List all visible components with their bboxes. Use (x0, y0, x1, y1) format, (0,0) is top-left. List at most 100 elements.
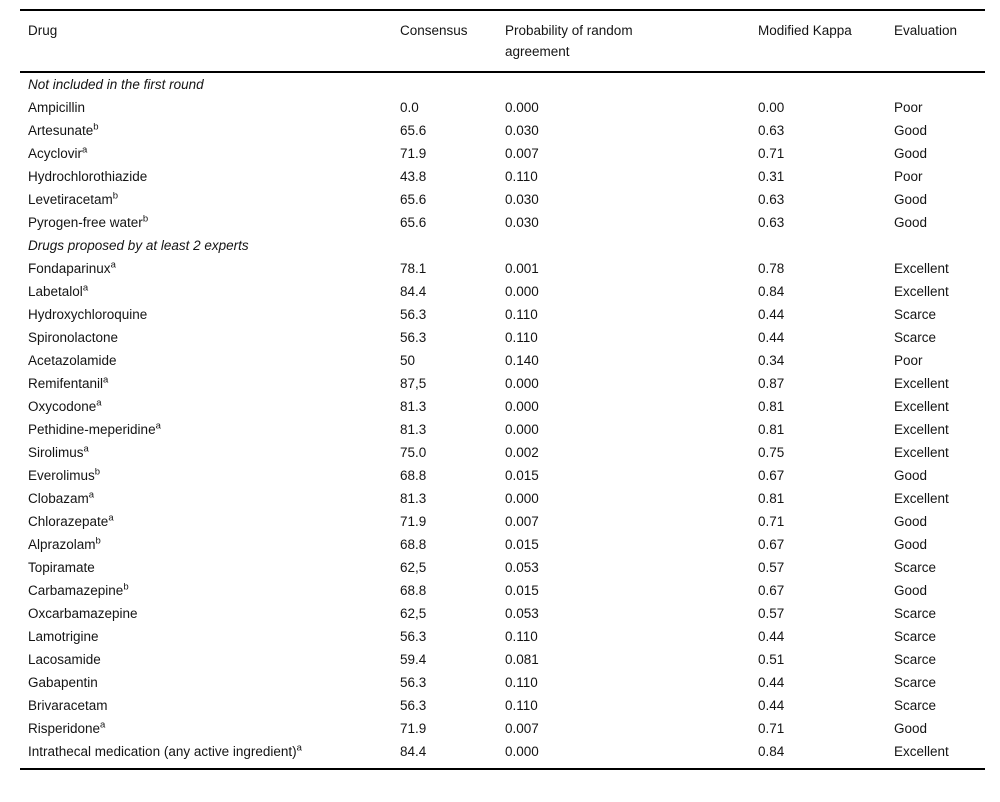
drug-cell: Risperidonea (20, 717, 392, 740)
table-row: Hydrochlorothiazide 43.8 0.110 0.31 Poor (20, 165, 985, 188)
evaluation-cell: Good (894, 583, 928, 598)
table-row: Topiramate 62,5 0.053 0.57 Scarce (20, 556, 985, 579)
drug-name-text: Labetalol (28, 284, 83, 299)
drug-name-text: Artesunate (28, 123, 94, 138)
table-row: Chlorazepatea 71.9 0.007 0.71 Good (20, 510, 985, 533)
footnote-marker: a (103, 374, 109, 386)
consensus-cell: 81.3 (400, 399, 427, 414)
consensus-cell: 62,5 (400, 560, 427, 575)
drug-name-text: Oxcarbamazepine (28, 606, 138, 621)
header-row: Drug Consensus Probability of random agr… (20, 10, 985, 73)
probability-cell: 0.000 (505, 100, 539, 115)
probability-cell: 0.001 (505, 261, 539, 276)
evaluation-cell: Excellent (894, 422, 949, 437)
consensus-cell: 59.4 (400, 652, 427, 667)
drug-name-text: Alprazolam (28, 537, 96, 552)
paper-table-page: Drug Consensus Probability of random agr… (20, 9, 985, 770)
consensus-cell: 68.8 (400, 583, 427, 598)
drug-name-text: Risperidone (28, 721, 101, 736)
drug-name: Artesunateb (28, 119, 99, 142)
probability-cell: 0.030 (505, 215, 539, 230)
probability-cell: 0.081 (505, 652, 539, 667)
kappa-cell: 0.00 (758, 100, 785, 115)
drug-cell: Chlorazepatea (20, 510, 392, 533)
consensus-cell: 56.3 (400, 307, 427, 322)
kappa-cell: 0.44 (758, 629, 785, 644)
probability-cell: 0.015 (505, 468, 539, 483)
column-header-probability: Probability of random agreement (497, 10, 750, 73)
footnote-marker: b (112, 190, 119, 202)
drug-name: Gabapentin (28, 671, 98, 694)
drug-name: Everolimusb (28, 464, 100, 487)
evaluation-cell: Scarce (894, 698, 937, 713)
kappa-cell: 0.44 (758, 330, 785, 345)
kappa-cell: 0.87 (758, 376, 785, 391)
kappa-cell: 0.81 (758, 399, 785, 414)
probability-cell: 0.007 (505, 721, 539, 736)
consensus-cell: 84.4 (400, 744, 427, 759)
consensus-cell: 56.3 (400, 330, 427, 345)
drug-cell: Oxcarbamazepine (20, 602, 392, 625)
drug-name: Acyclovira (28, 142, 87, 165)
footnote-marker: a (88, 489, 95, 501)
consensus-cell: 71.9 (400, 721, 427, 736)
consensus-cell: 78.1 (400, 261, 427, 276)
drug-cell: Acyclovira (20, 142, 392, 165)
kappa-cell: 0.67 (758, 583, 785, 598)
table-row: Risperidonea 71.9 0.007 0.71 Good (20, 717, 985, 740)
evaluation-cell: Poor (894, 353, 923, 368)
evaluation-cell: Good (894, 514, 928, 529)
evaluation-cell: Good (894, 215, 928, 230)
drug-name-text: Hydrochlorothiazide (28, 169, 148, 184)
drug-name-text: Acyclovir (28, 146, 83, 161)
consensus-cell: 43.8 (400, 169, 427, 184)
drug-cell: Intrathecal medication (any active ingre… (20, 740, 392, 769)
drug-name-text: Spironolactone (28, 330, 119, 345)
evaluation-cell: Scarce (894, 606, 937, 621)
table-row: Pyrogen-free waterb 65.6 0.030 0.63 Good (20, 211, 985, 234)
evaluation-cell: Good (894, 468, 928, 483)
kappa-cell: 0.51 (758, 652, 785, 667)
drug-name: Topiramate (28, 556, 95, 579)
consensus-cell: 75.0 (400, 445, 427, 460)
probability-cell: 0.002 (505, 445, 539, 460)
drug-cell: Oxycodonea (20, 395, 392, 418)
section-header-row: Drugs proposed by at least 2 experts (20, 234, 985, 257)
drug-cell: Spironolactone (20, 326, 392, 349)
kappa-cell: 0.84 (758, 284, 785, 299)
drug-name: Hydroxychloroquine (28, 303, 147, 326)
section-header-row: Not included in the first round (20, 72, 985, 96)
evaluation-cell: Good (894, 537, 928, 552)
consensus-cell: 81.3 (400, 422, 427, 437)
consensus-cell: 56.3 (400, 675, 427, 690)
drug-name-text: Fondaparinux (28, 261, 111, 276)
probability-cell: 0.110 (505, 330, 538, 345)
table-row: Clobazama 81.3 0.000 0.81 Excellent (20, 487, 985, 510)
drug-name: Sirolimusa (28, 441, 89, 464)
drug-name-text: Topiramate (28, 560, 95, 575)
footnote-marker: a (83, 443, 89, 455)
table-row: Intrathecal medication (any active ingre… (20, 740, 985, 769)
kappa-cell: 0.75 (758, 445, 785, 460)
probability-cell: 0.000 (505, 744, 539, 759)
drug-name-text: Gabapentin (28, 675, 98, 690)
drug-cell: Hydrochlorothiazide (20, 165, 392, 188)
evaluation-cell: Scarce (894, 330, 937, 345)
footnote-marker: a (100, 719, 106, 731)
column-header-modified-kappa: Modified Kappa (750, 10, 886, 73)
consensus-cell: 68.8 (400, 468, 427, 483)
column-header-consensus: Consensus (392, 10, 497, 73)
footnote-marker: b (94, 466, 101, 478)
section-label: Not included in the first round (28, 77, 204, 92)
table-row: Pethidine-meperidinea 81.3 0.000 0.81 Excell… (20, 418, 985, 441)
table-row: Alprazolamb 68.8 0.015 0.67 Good (20, 533, 985, 556)
kappa-cell: 0.71 (758, 721, 785, 736)
drug-cell: Pyrogen-free waterb (20, 211, 392, 234)
drug-cell: Topiramate (20, 556, 392, 579)
drug-name-text: Acetazolamide (28, 353, 117, 368)
drug-name-text: Pyrogen-free water (28, 215, 143, 230)
drug-cell: Gabapentin (20, 671, 392, 694)
drug-name-text: Pethidine-meperidine (28, 422, 156, 437)
table-row: Acetazolamide 50 0.140 0.34 Poor (20, 349, 985, 372)
probability-cell: 0.110 (505, 629, 538, 644)
